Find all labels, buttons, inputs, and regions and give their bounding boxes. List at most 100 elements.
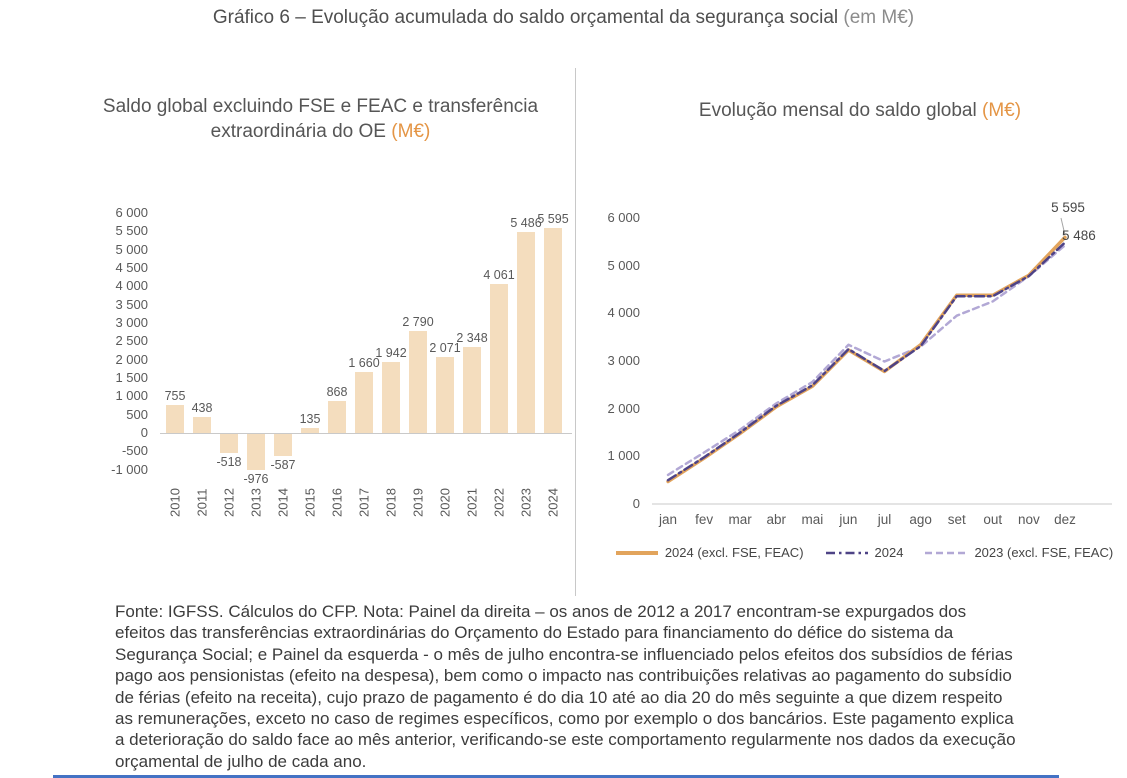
bar-value-label: 4 061 <box>483 268 515 283</box>
x-axis-month-label: out <box>983 512 1003 527</box>
right-chart-title-unit: (M€) <box>982 100 1022 121</box>
legend-label-2023-excl: 2023 (excl. FSE, FEAC) <box>974 545 1114 560</box>
bar-2023 <box>517 231 535 433</box>
end-label-leader-line <box>1060 217 1066 236</box>
bar-2020 <box>436 357 454 433</box>
series-line-2024-excl <box>666 235 1067 484</box>
x-axis-year-label: 2024 <box>545 488 561 517</box>
x-axis-year-label: 2020 <box>437 488 453 517</box>
bar-y-axis-tick-label: 3 000 <box>115 315 148 330</box>
x-axis-month-label: jun <box>839 512 858 527</box>
x-axis-year-label: 2016 <box>329 488 345 517</box>
bar-value-label: 438 <box>191 400 213 415</box>
bar-2013 <box>247 434 265 470</box>
bar-value-label: 5 486 <box>510 215 542 230</box>
bar-value-label: 5 595 <box>537 211 569 226</box>
legend-item-2023-excl: 2023 (excl. FSE, FEAC) <box>923 545 1113 560</box>
bar-value-label: 755 <box>164 389 186 404</box>
source-note: Fonte: IGFSS. Cálculos do CFP. Nota: Pai… <box>115 602 1016 771</box>
bar-value-label: 2 348 <box>456 330 488 345</box>
bar-2024 <box>544 227 562 433</box>
bar-2019 <box>409 330 427 433</box>
bar-value-label: -518 <box>216 454 242 469</box>
x-axis-month-label: mar <box>728 512 752 527</box>
bar-value-label: 135 <box>299 412 321 427</box>
line-y-axis-tick-label: 5 000 <box>607 257 640 273</box>
legend-label-2024-excl: 2024 (excl. FSE, FEAC) <box>664 545 804 560</box>
page-title-unit: (em M€) <box>843 7 915 28</box>
x-axis-month-label: jul <box>877 512 892 527</box>
x-axis-year-label: 2012 <box>221 488 237 517</box>
bar-value-label: 2 071 <box>429 341 461 356</box>
bar-y-axis-tick-label: 5 000 <box>115 241 148 257</box>
x-axis-year-label: 2022 <box>491 488 507 517</box>
end-label-2024: 5 486 <box>1062 228 1096 243</box>
x-axis-month-label: abr <box>766 512 787 527</box>
x-axis-year-label: 2011 <box>194 488 210 517</box>
x-axis-month-label: set <box>947 512 966 527</box>
bar-y-axis-tick-label: 5 500 <box>115 223 148 239</box>
x-axis-year-label: 2017 <box>356 488 372 517</box>
bar-2015 <box>301 428 319 433</box>
x-axis-year-label: 2015 <box>302 488 318 517</box>
x-axis-year-label: 2021 <box>464 488 480 517</box>
legend-label-2024: 2024 <box>874 545 904 560</box>
line-y-axis-tick-label: 3 000 <box>607 352 640 368</box>
page-title-text: Gráfico 6 – Evolução acumulada do saldo … <box>212 7 839 28</box>
bar-y-axis-tick-label: 4 000 <box>115 278 148 294</box>
x-axis-year-label: 2010 <box>167 488 183 517</box>
legend-swatch-dashdot-line-icon <box>825 551 868 554</box>
bar-y-axis-tick-label: 2 000 <box>115 351 148 367</box>
bar-y-axis-tick-label: 1 000 <box>115 388 148 404</box>
bar-2021 <box>463 346 481 433</box>
bar-zero-axis-line <box>160 433 572 434</box>
x-axis-month-label: ago <box>909 512 932 527</box>
x-axis-month-label: dez <box>1054 512 1076 527</box>
bar-2016 <box>328 401 346 433</box>
series-line-2023-excl <box>666 243 1067 477</box>
bar-2014 <box>274 434 292 456</box>
bar-2018 <box>382 361 400 433</box>
line-y-axis-tick-label: 4 000 <box>607 305 640 321</box>
x-axis-year-label: 2023 <box>518 488 534 517</box>
series-line-2024 <box>666 241 1067 482</box>
bar-2012 <box>220 434 238 453</box>
bar-value-label: -976 <box>243 471 269 486</box>
bar-value-label: -587 <box>270 457 296 472</box>
bar-y-axis-tick-label: 6 000 <box>115 205 148 220</box>
bar-value-label: 1 660 <box>348 356 380 371</box>
legend-swatch-dashed-line-icon <box>925 551 968 554</box>
bar-2010 <box>166 405 184 433</box>
bar-value-label: 2 790 <box>402 314 434 329</box>
end-label-2024-excl: 5 595 <box>1051 200 1085 215</box>
x-axis-year-label: 2019 <box>410 488 426 517</box>
x-axis-year-label: 2014 <box>275 488 291 517</box>
left-chart-title-unit: (M€) <box>391 121 431 142</box>
legend: 2024 (excl. FSE, FEAC) 2024 2023 (excl. … <box>600 545 1127 560</box>
line-y-axis-tick-label: 0 <box>632 496 640 511</box>
bar-y-axis-tick-label: 0 <box>140 425 148 440</box>
bar-value-label: 868 <box>326 385 348 400</box>
legend-item-2024: 2024 <box>824 545 904 560</box>
x-axis-month-label: mai <box>801 512 824 527</box>
bar-y-axis-tick-label: 1 500 <box>115 370 148 385</box>
bar-2022 <box>490 284 508 433</box>
x-axis-month-label: nov <box>1018 512 1040 527</box>
right-chart-title-text: Evolução mensal do saldo global <box>698 100 977 121</box>
x-axis-month-label: jan <box>658 512 677 527</box>
bar-y-axis-tick-label: -1 000 <box>111 461 148 477</box>
bar-y-axis-tick-label: 3 500 <box>115 296 148 312</box>
bar-chart: 6 000 5 500 5 000 4 500 4 000 3 500 3 000 2 500… <box>60 190 575 575</box>
x-axis-month-label: fev <box>695 512 714 527</box>
left-chart-title-text: Saldo global excluindo FSE e FEAC e tran… <box>102 96 539 142</box>
page-title: Gráfico 6 – Evolução acumulada do saldo … <box>0 7 1127 29</box>
line-y-axis-tick-label: 2 000 <box>607 400 640 416</box>
right-chart-title: Evolução mensal do saldo global (M€) <box>600 98 1120 123</box>
bottom-rule <box>53 775 1059 778</box>
left-chart-title: Saldo global excluindo FSE e FEAC e tran… <box>68 94 573 144</box>
bar-y-axis-tick-label: 2 500 <box>115 333 148 349</box>
line-chart-canvas <box>652 217 1112 505</box>
line-y-axis-tick-label: 1 000 <box>607 448 640 464</box>
bar-value-label: 1 942 <box>375 345 407 360</box>
